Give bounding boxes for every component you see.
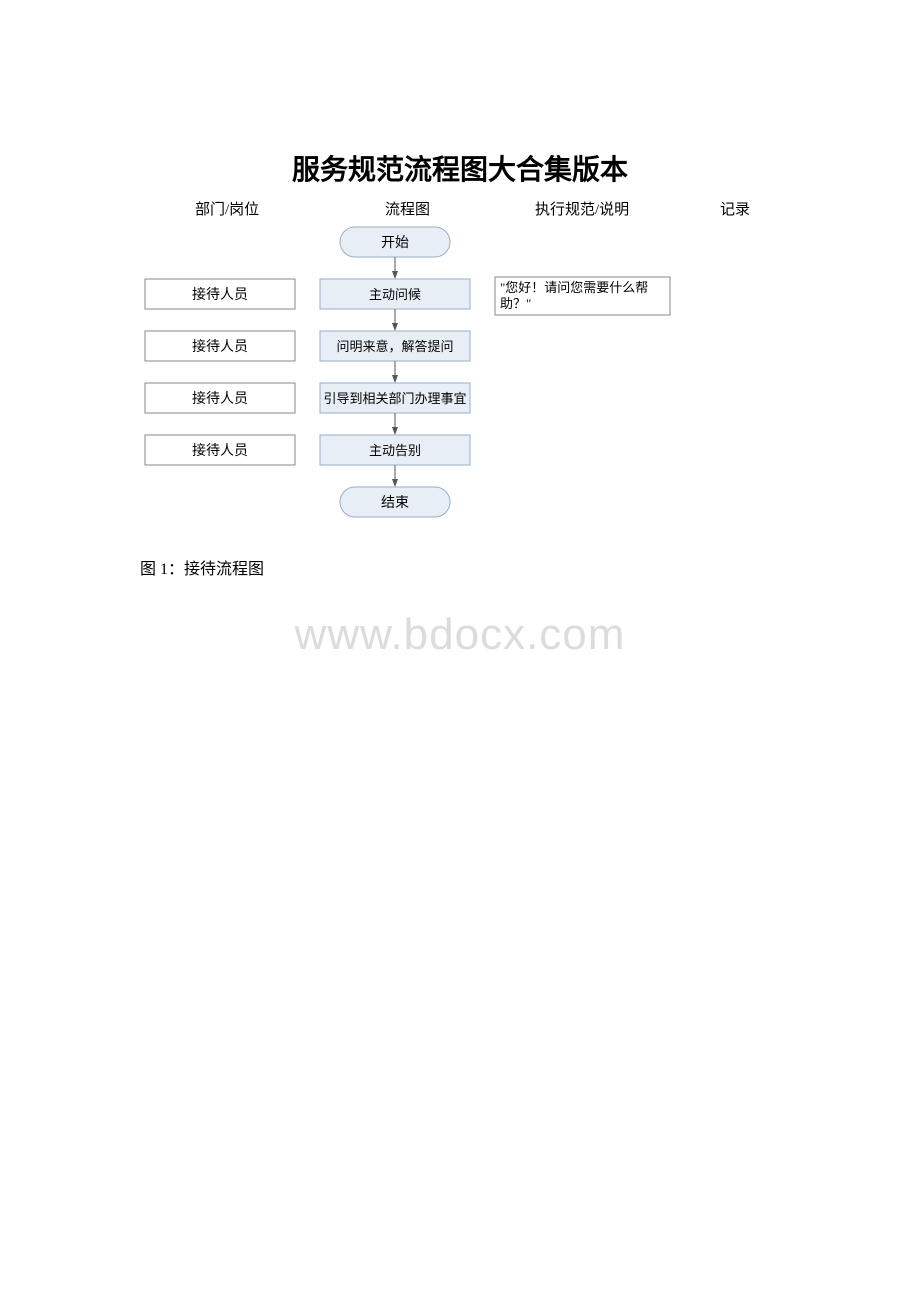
- svg-text:"您好！请问您需要什么帮: "您好！请问您需要什么帮: [500, 280, 648, 295]
- svg-text:结束: 结束: [381, 495, 409, 511]
- column-headers: 部门/岗位 流程图 执行规范/说明 记录: [0, 198, 920, 222]
- svg-text:问明来意，解答提问: 问明来意，解答提问: [336, 339, 453, 354]
- svg-text:主动告别: 主动告别: [369, 443, 421, 458]
- header-col1: 部门/岗位: [195, 198, 259, 219]
- svg-text:接待人员: 接待人员: [192, 390, 248, 407]
- svg-text:开始: 开始: [381, 235, 409, 251]
- header-col3: 执行规范/说明: [535, 198, 629, 219]
- page-title: 服务规范流程图大合集版本: [0, 0, 920, 188]
- flowchart-svg: 开始主动问候问明来意，解答提问引导到相关部门办理事宜主动告别结束接待人员接待人员…: [140, 222, 790, 542]
- svg-text:接待人员: 接待人员: [192, 286, 248, 303]
- svg-text:接待人员: 接待人员: [192, 338, 248, 355]
- header-col2: 流程图: [385, 198, 430, 219]
- flowchart-container: 开始主动问候问明来意，解答提问引导到相关部门办理事宜主动告别结束接待人员接待人员…: [140, 222, 790, 562]
- figure-caption: 图 1：接待流程图: [140, 555, 264, 579]
- svg-text:接待人员: 接待人员: [192, 442, 248, 459]
- watermark: www.bdocx.com: [0, 610, 920, 660]
- svg-text:引导到相关部门办理事宜: 引导到相关部门办理事宜: [323, 391, 466, 406]
- header-col4: 记录: [720, 198, 750, 219]
- svg-text:主动问候: 主动问候: [369, 287, 421, 302]
- svg-text:助？": 助？": [500, 296, 531, 311]
